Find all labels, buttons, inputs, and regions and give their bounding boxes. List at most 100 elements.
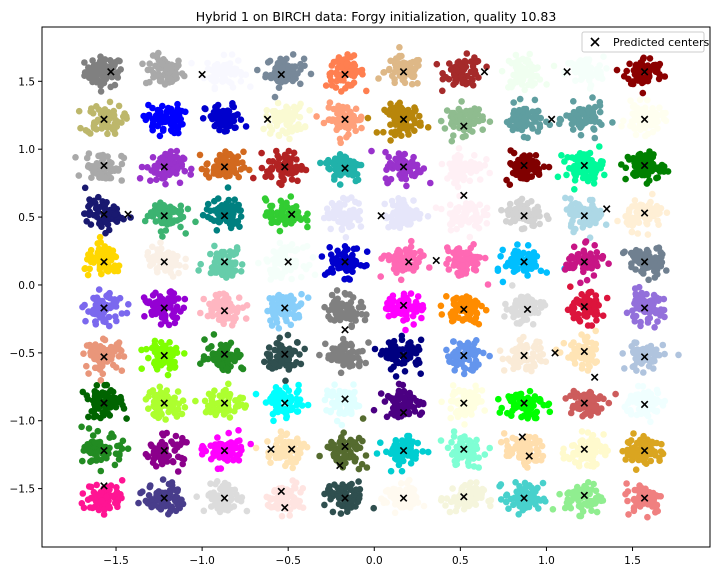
data-point bbox=[112, 313, 119, 320]
data-point bbox=[470, 120, 478, 127]
data-point bbox=[521, 65, 529, 73]
data-point bbox=[271, 360, 279, 368]
data-point bbox=[336, 151, 344, 158]
data-point bbox=[334, 348, 341, 355]
cluster-1-0 bbox=[75, 98, 130, 138]
data-point bbox=[282, 220, 289, 228]
data-point bbox=[164, 69, 172, 77]
data-point bbox=[363, 248, 371, 255]
data-point bbox=[450, 123, 458, 130]
data-point bbox=[387, 100, 394, 108]
data-point bbox=[636, 62, 644, 70]
data-point bbox=[577, 279, 584, 287]
data-point bbox=[168, 127, 176, 135]
data-point bbox=[395, 201, 403, 208]
data-point bbox=[570, 116, 577, 124]
data-point bbox=[432, 204, 440, 211]
data-point bbox=[178, 70, 186, 77]
data-point bbox=[570, 339, 577, 346]
data-point bbox=[95, 152, 102, 160]
data-point bbox=[93, 69, 100, 76]
data-point bbox=[471, 352, 479, 360]
data-point bbox=[168, 64, 175, 72]
data-point bbox=[322, 82, 330, 89]
data-point bbox=[284, 331, 292, 339]
data-point bbox=[573, 348, 580, 355]
data-point bbox=[291, 305, 298, 313]
data-point bbox=[439, 87, 446, 95]
data-point bbox=[146, 78, 153, 86]
data-point bbox=[571, 155, 579, 163]
data-point bbox=[263, 350, 271, 358]
data-point bbox=[237, 78, 245, 85]
data-point bbox=[352, 198, 359, 206]
data-point bbox=[353, 310, 361, 317]
data-point bbox=[283, 317, 290, 325]
data-point bbox=[592, 327, 599, 335]
data-point bbox=[630, 349, 638, 357]
data-point bbox=[301, 345, 309, 353]
data-point bbox=[238, 364, 245, 372]
data-point bbox=[220, 51, 228, 59]
data-point bbox=[397, 248, 404, 256]
data-point bbox=[349, 172, 357, 179]
data-point bbox=[203, 161, 210, 168]
data-point bbox=[353, 67, 360, 75]
data-point bbox=[226, 113, 233, 121]
data-point bbox=[518, 195, 526, 203]
data-point bbox=[304, 223, 311, 231]
data-point bbox=[596, 62, 603, 69]
data-point bbox=[475, 224, 483, 232]
data-point bbox=[237, 268, 245, 275]
data-point bbox=[274, 59, 282, 67]
data-point bbox=[188, 59, 195, 67]
data-point bbox=[532, 152, 540, 159]
data-point bbox=[228, 153, 236, 160]
data-point bbox=[211, 197, 218, 205]
data-point bbox=[87, 130, 94, 137]
data-point bbox=[473, 58, 480, 66]
data-point bbox=[591, 242, 598, 249]
data-point bbox=[149, 292, 157, 299]
data-point bbox=[631, 169, 638, 176]
data-point bbox=[297, 80, 304, 88]
data-point bbox=[570, 98, 577, 105]
data-point bbox=[600, 53, 607, 60]
data-point bbox=[292, 260, 300, 268]
data-point bbox=[385, 153, 393, 161]
data-point bbox=[123, 113, 130, 120]
data-point bbox=[524, 242, 532, 249]
data-point bbox=[663, 267, 670, 274]
data-point bbox=[590, 272, 598, 279]
data-point bbox=[199, 115, 207, 122]
data-point bbox=[629, 103, 637, 110]
data-point bbox=[590, 112, 597, 119]
data-point bbox=[586, 75, 593, 82]
data-point bbox=[102, 123, 110, 130]
data-point bbox=[218, 118, 226, 125]
data-point bbox=[514, 241, 521, 248]
data-point bbox=[411, 104, 418, 111]
data-point bbox=[279, 64, 286, 72]
data-point bbox=[469, 345, 477, 353]
data-point bbox=[591, 304, 599, 312]
data-point bbox=[632, 312, 640, 320]
data-point bbox=[118, 177, 125, 184]
data-point bbox=[447, 226, 455, 234]
data-point bbox=[455, 167, 462, 174]
data-point bbox=[211, 242, 218, 250]
data-point bbox=[442, 73, 450, 81]
data-point bbox=[295, 121, 302, 128]
data-point bbox=[111, 262, 119, 270]
data-point bbox=[499, 278, 507, 286]
data-point bbox=[153, 71, 160, 78]
data-point bbox=[304, 294, 312, 302]
data-point bbox=[283, 121, 291, 129]
data-point bbox=[156, 132, 164, 140]
data-point bbox=[531, 65, 539, 73]
data-point bbox=[264, 168, 271, 175]
data-point bbox=[394, 359, 402, 367]
data-point bbox=[167, 264, 174, 272]
data-point bbox=[147, 177, 154, 184]
data-point bbox=[177, 215, 184, 223]
